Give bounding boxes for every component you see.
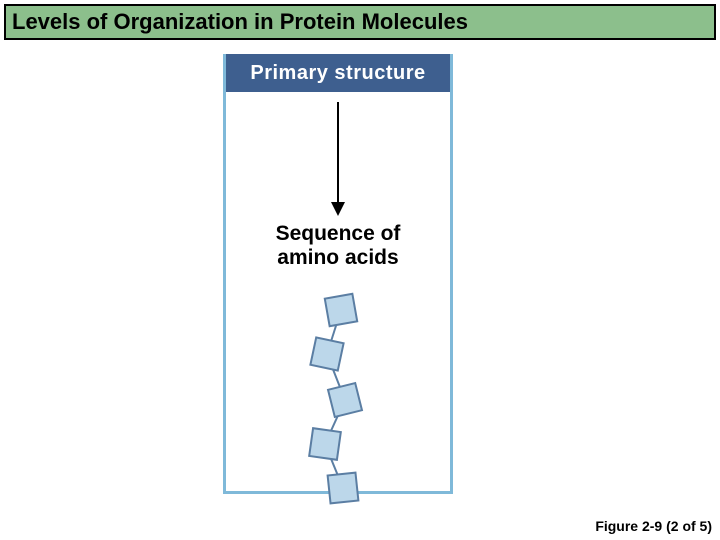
panel-body: Sequence of amino acids [226, 92, 450, 491]
panel-header: Primary structure [226, 54, 450, 92]
page-title: Levels of Organization in Protein Molecu… [12, 9, 468, 35]
arrow-down-icon [323, 100, 353, 225]
sequence-label-line2: amino acids [277, 246, 398, 269]
panel-header-label: Primary structure [250, 62, 425, 85]
title-bar: Levels of Organization in Protein Molecu… [4, 4, 716, 40]
figure-caption: Figure 2-9 (2 of 5) [595, 518, 712, 534]
sequence-label-line1: Sequence of [276, 222, 401, 245]
amino-acid-chain [283, 292, 393, 517]
diagram-panel: Primary structure Sequence of amino acid… [223, 54, 453, 494]
sequence-label: Sequence of amino acids [226, 222, 450, 270]
